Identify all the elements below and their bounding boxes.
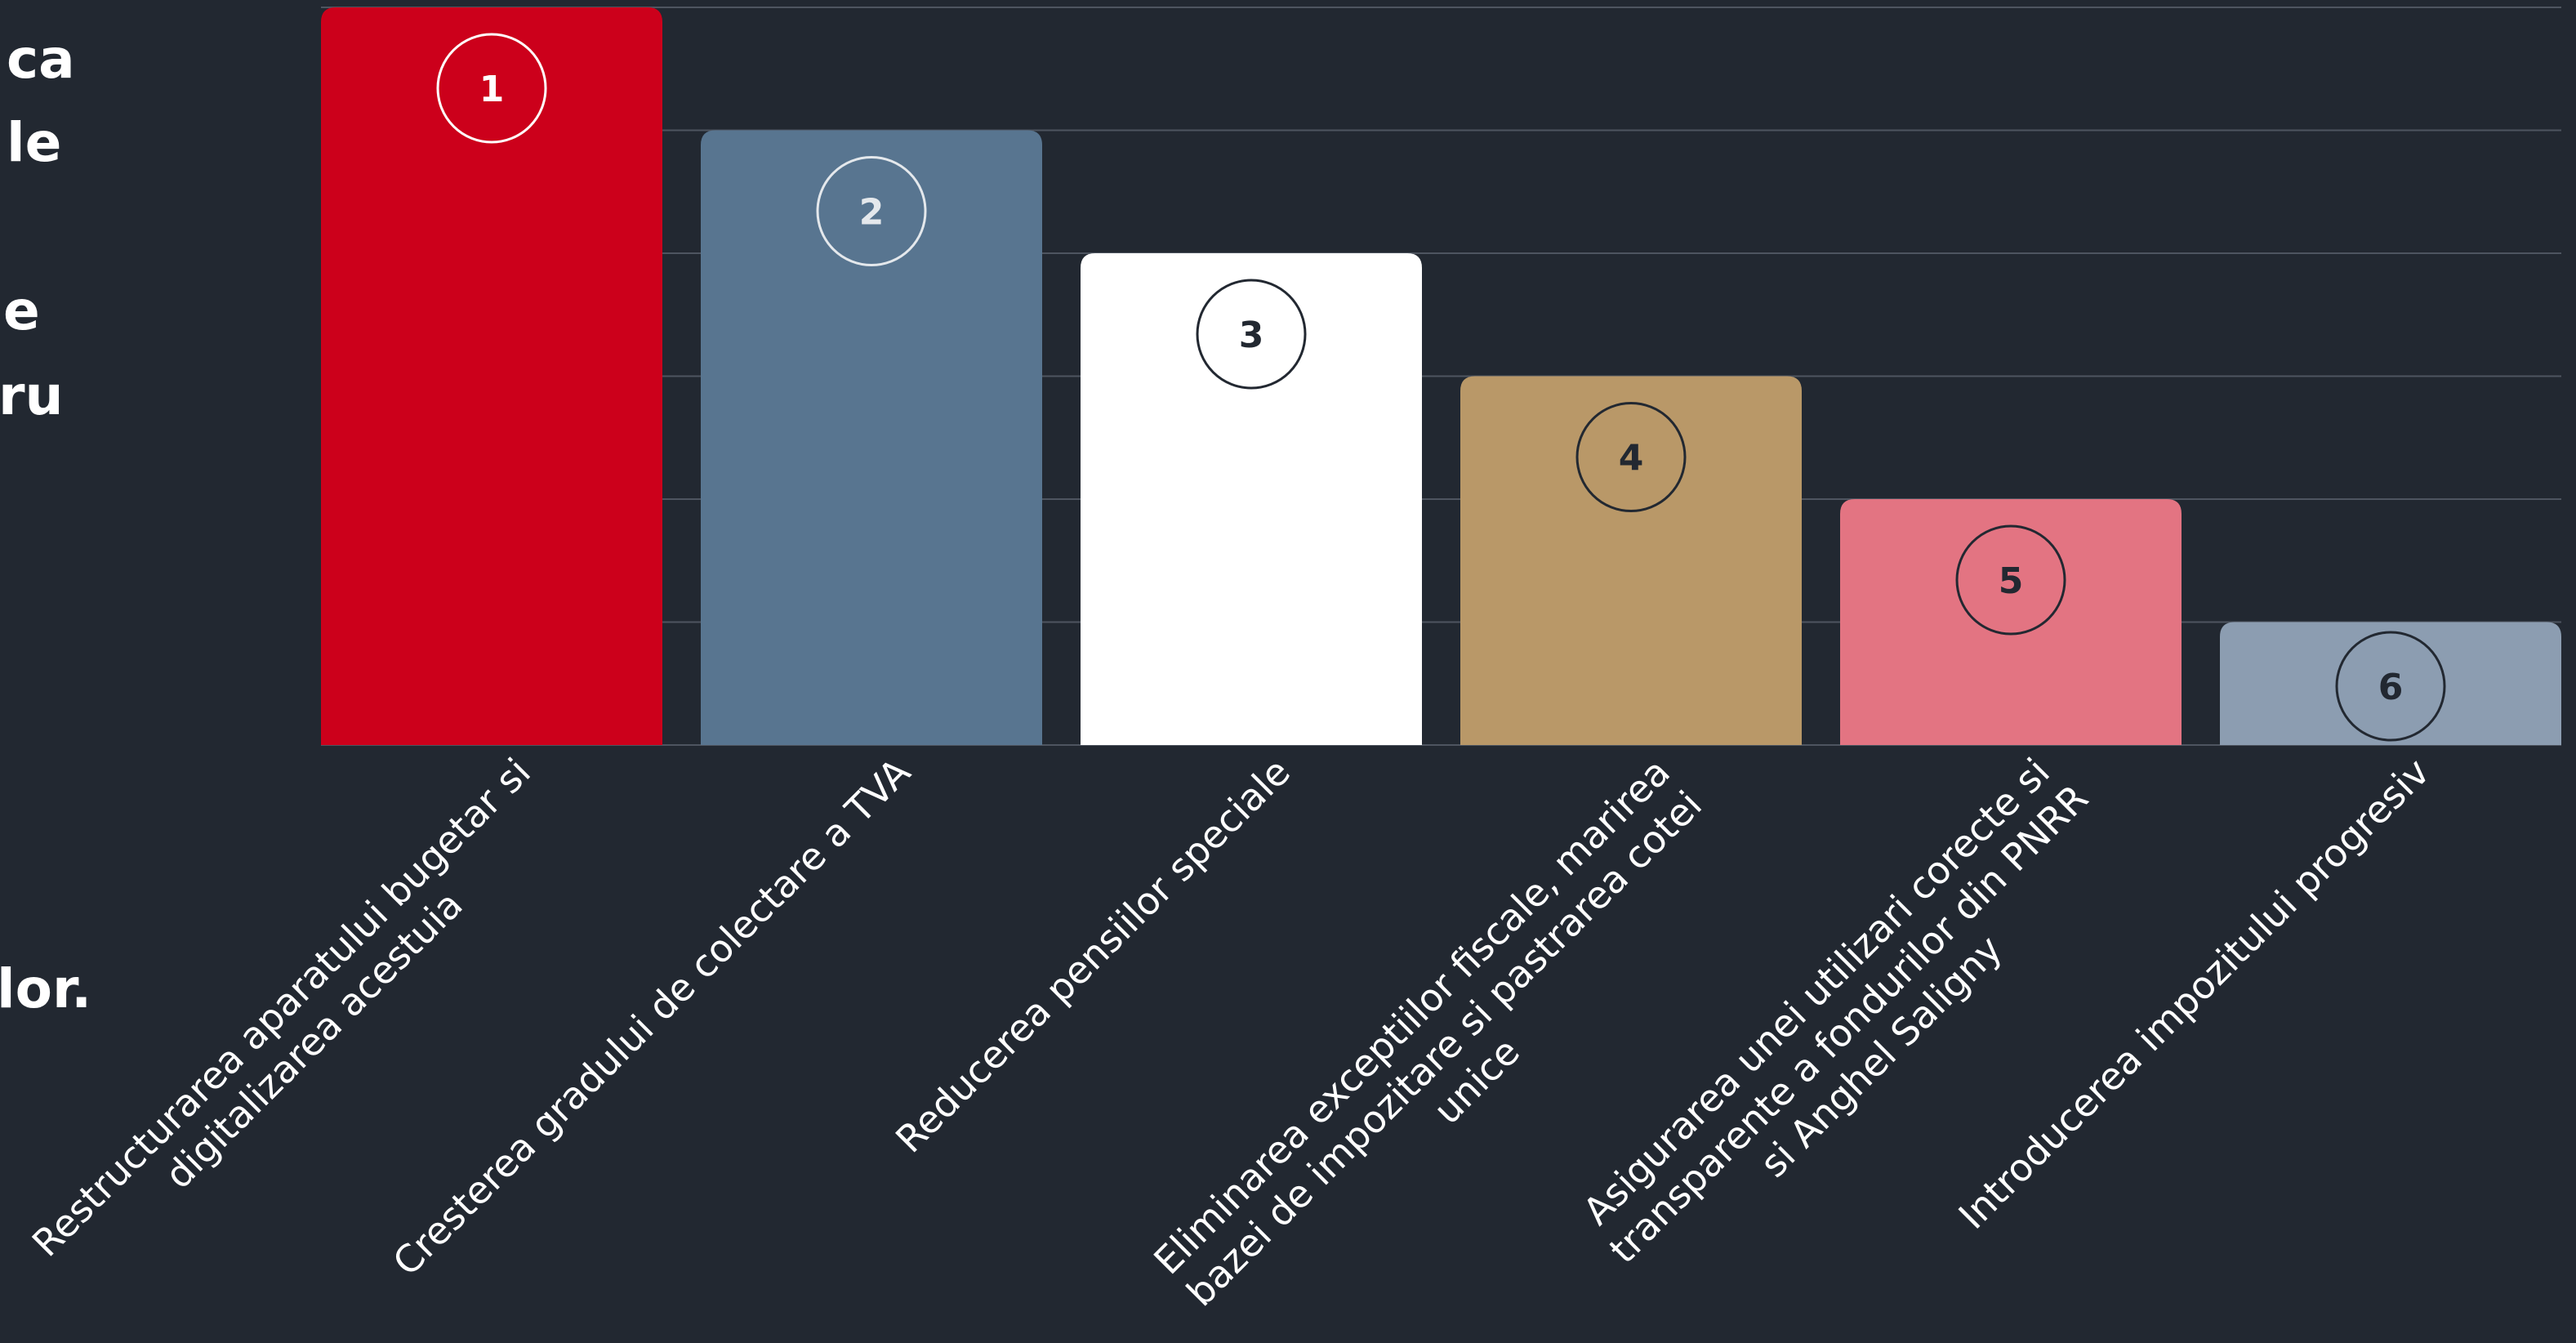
rank-badge-4 [1575, 402, 1687, 512]
bar-4 [1460, 376, 1802, 745]
left-text-fragment-3: e [3, 279, 40, 342]
rank-badge-6 [2335, 631, 2446, 742]
grid-lines [321, 7, 2561, 746]
bar-1 [321, 7, 662, 745]
bars: 1 2 3 4 5 6 [321, 7, 2561, 745]
bar-2 [701, 130, 1042, 745]
rank-badge-2 [816, 156, 927, 266]
rank-number-2: 2 [859, 192, 885, 234]
rank-badge-5 [1955, 524, 2066, 636]
left-text-fragment-4: ru [0, 364, 64, 427]
bar-6 [2220, 622, 2561, 745]
rank-badge-1 [436, 33, 547, 144]
rank-number-5: 5 [1999, 560, 2024, 602]
bar-3 [1081, 253, 1422, 745]
category-label-5-line-2: transparente a fondurilor din PNRR [1601, 776, 2097, 1272]
category-label-1-line-2: digitalizarea acestuia [156, 882, 470, 1197]
rank-number-6: 6 [2378, 667, 2404, 708]
rank-number-1: 1 [479, 69, 505, 110]
category-label-3-line-1: Reducerea pensiilor speciale [887, 750, 1299, 1162]
rank-number-3: 3 [1239, 315, 1264, 356]
left-text-fragment-1: ca [7, 28, 75, 91]
category-labels: Restructurarea aparatului bugetar sidigi… [24, 749, 2438, 1314]
left-text-fragment-2: le [7, 111, 62, 174]
rank-badge-3 [1196, 279, 1307, 390]
rank-number-4: 4 [1619, 438, 1644, 480]
category-label-1: Restructurarea aparatului bugetar sidigi… [24, 750, 539, 1265]
bar-5 [1840, 499, 2182, 745]
left-text-fragment-5: lor. [0, 957, 92, 1020]
category-label-3: Reducerea pensiilor speciale [887, 750, 1299, 1162]
